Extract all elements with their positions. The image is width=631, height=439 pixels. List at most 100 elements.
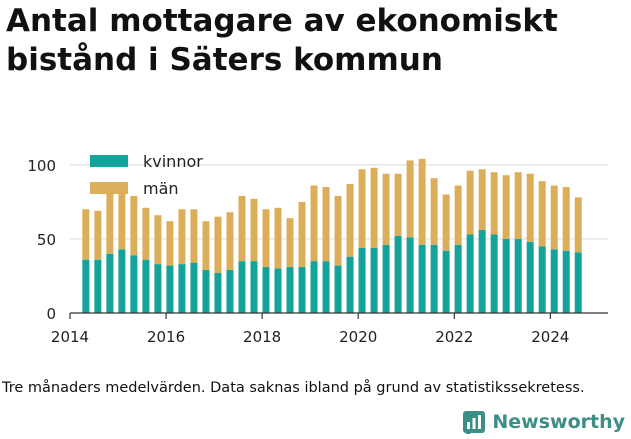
bar-man bbox=[202, 221, 210, 271]
bar-man bbox=[466, 170, 474, 235]
bar-man bbox=[130, 195, 138, 256]
bar-kvinnor bbox=[466, 234, 474, 313]
bar-man bbox=[406, 160, 414, 238]
bar-man bbox=[430, 178, 438, 245]
bar-man bbox=[94, 210, 102, 260]
bar-kvinnor bbox=[226, 270, 234, 313]
bar-kvinnor bbox=[574, 252, 582, 313]
x-tick-label: 2014 bbox=[51, 328, 89, 346]
bar-kvinnor bbox=[526, 241, 534, 313]
legend-swatch-kvinnor bbox=[90, 155, 128, 167]
y-tick-label: 0 bbox=[46, 305, 56, 323]
bar-man bbox=[322, 187, 330, 262]
bar-kvinnor bbox=[94, 259, 102, 313]
bar-man bbox=[310, 185, 318, 262]
legend-swatch-man bbox=[90, 182, 128, 194]
bar-man bbox=[418, 158, 426, 245]
bar-man bbox=[166, 221, 174, 266]
chart-caption: Tre månaders medelvärden. Data saknas ib… bbox=[2, 380, 585, 396]
bar-kvinnor bbox=[514, 238, 522, 313]
bar-man bbox=[334, 195, 342, 266]
bar-man bbox=[382, 173, 390, 245]
bar-kvinnor bbox=[82, 259, 90, 313]
bar-man bbox=[574, 197, 582, 253]
bar-kvinnor bbox=[310, 261, 318, 313]
bar-kvinnor bbox=[538, 246, 546, 313]
bar-man bbox=[178, 209, 186, 265]
bar-kvinnor bbox=[274, 268, 282, 313]
bar-man bbox=[514, 172, 522, 239]
bar-man bbox=[214, 216, 222, 273]
bar-man bbox=[502, 175, 510, 239]
y-tick-label: 50 bbox=[37, 231, 56, 249]
bar-kvinnor bbox=[214, 272, 222, 313]
bar-kvinnor bbox=[262, 267, 270, 313]
legend-label-man: män bbox=[143, 179, 179, 198]
bar-man bbox=[274, 207, 282, 269]
x-tick-label: 2024 bbox=[531, 328, 569, 346]
x-axis: 2014 2016 2018 2020 2022 2024 bbox=[51, 312, 608, 346]
brand-logo: Newsworthy bbox=[462, 407, 625, 437]
bar-kvinnor bbox=[130, 255, 138, 313]
bar-kvinnor bbox=[370, 247, 378, 313]
bar-kvinnor bbox=[490, 234, 498, 313]
bar-man bbox=[142, 207, 150, 260]
bar-kvinnor bbox=[406, 237, 414, 313]
y-axis-ticks: 0 50 100 bbox=[27, 157, 56, 323]
bar-man bbox=[106, 191, 114, 254]
bar-man bbox=[394, 173, 402, 236]
bar-kvinnor bbox=[190, 262, 198, 313]
bar-man bbox=[190, 209, 198, 263]
bar-man bbox=[370, 167, 378, 248]
chart-title: Antal mottagare av ekonomiskt bistånd i … bbox=[6, 3, 558, 78]
bar-kvinnor bbox=[334, 265, 342, 313]
bars-group bbox=[82, 158, 582, 313]
bar-man bbox=[250, 198, 258, 262]
bar-kvinnor bbox=[106, 253, 114, 313]
bar-man bbox=[238, 195, 246, 262]
bar-man bbox=[358, 169, 366, 248]
bar-kvinnor bbox=[286, 267, 294, 313]
bar-kvinnor bbox=[442, 250, 450, 313]
brand-name: Newsworthy bbox=[492, 411, 625, 433]
bar-kvinnor bbox=[454, 244, 462, 313]
bar-kvinnor bbox=[238, 261, 246, 313]
bar-kvinnor bbox=[550, 249, 558, 313]
bar-kvinnor bbox=[394, 235, 402, 313]
x-tick-label: 2020 bbox=[339, 328, 377, 346]
bar-kvinnor bbox=[154, 264, 162, 313]
bar-kvinnor bbox=[142, 259, 150, 313]
bar-man bbox=[490, 172, 498, 235]
bar-kvinnor bbox=[418, 244, 426, 313]
bar-kvinnor bbox=[322, 261, 330, 313]
bar-man bbox=[286, 218, 294, 268]
bar-kvinnor bbox=[562, 250, 570, 313]
bar-kvinnor bbox=[502, 238, 510, 313]
bar-man bbox=[478, 169, 486, 231]
bar-kvinnor bbox=[250, 261, 258, 313]
bar-kvinnor bbox=[382, 244, 390, 313]
legend-label-kvinnor: kvinnor bbox=[143, 152, 203, 171]
x-tick-label: 2022 bbox=[435, 328, 473, 346]
newsworthy-logo-icon bbox=[463, 411, 486, 434]
bar-kvinnor bbox=[430, 244, 438, 313]
bar-man bbox=[550, 185, 558, 250]
bar-kvinnor bbox=[166, 265, 174, 313]
y-tick-label: 100 bbox=[27, 157, 56, 175]
bar-man bbox=[298, 201, 306, 268]
bar-kvinnor bbox=[358, 247, 366, 313]
bar-man bbox=[154, 215, 162, 265]
bar-man bbox=[262, 209, 270, 268]
bar-man bbox=[526, 173, 534, 242]
x-tick-label: 2018 bbox=[243, 328, 281, 346]
bar-man bbox=[82, 209, 90, 260]
bar-man bbox=[538, 181, 546, 247]
bar-man bbox=[118, 190, 126, 250]
bar-man bbox=[562, 187, 570, 251]
bar-kvinnor bbox=[178, 264, 186, 313]
bar-kvinnor bbox=[118, 249, 126, 313]
bar-man bbox=[454, 185, 462, 245]
bar-kvinnor bbox=[478, 230, 486, 313]
bar-man bbox=[442, 194, 450, 251]
